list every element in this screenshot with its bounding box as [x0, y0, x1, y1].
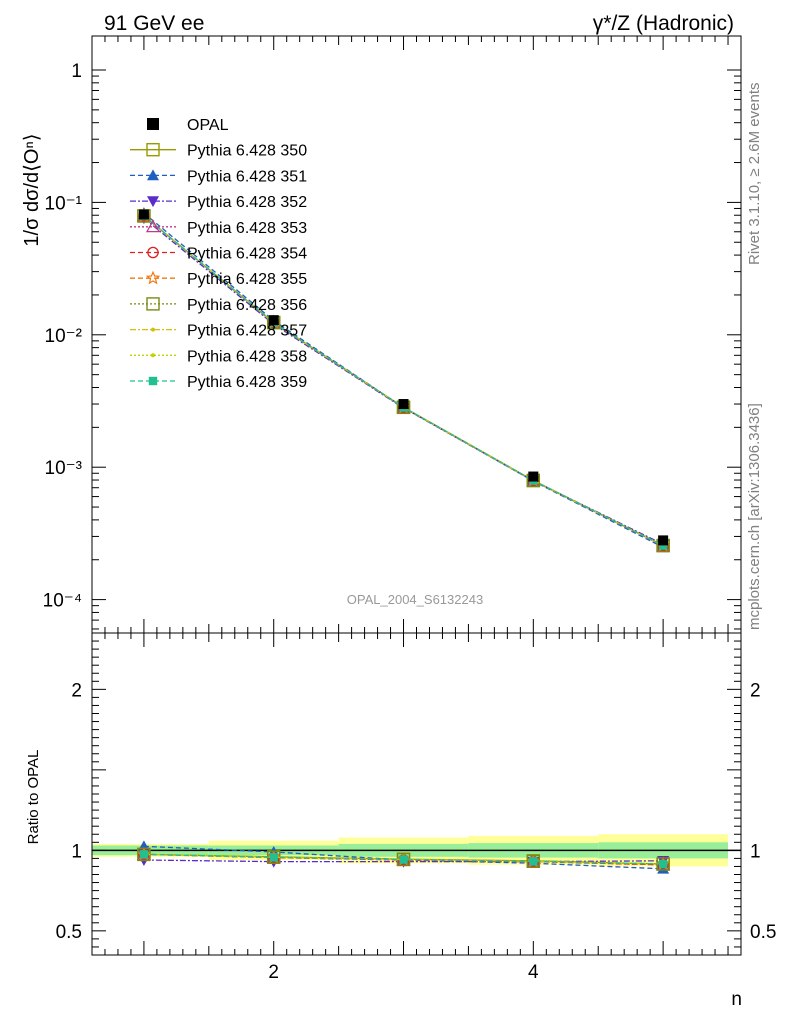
- y-tick-label: 10⁻²: [45, 326, 83, 347]
- legend-label: Pythia 6.428 358: [187, 348, 307, 365]
- legend-marker: [146, 297, 160, 311]
- legend-marker: [147, 246, 159, 259]
- data-point: [528, 471, 539, 482]
- ratio-series-marker: [139, 850, 149, 859]
- legend-marker: [147, 169, 159, 181]
- x-axis-label: n: [731, 989, 742, 1010]
- ratio-y-tick-label-right: 0.5: [750, 922, 776, 943]
- ratio-y-tick-label-right: 1: [750, 841, 761, 862]
- main-plot-panel: 1 10⁻¹ 10⁻² 10⁻³ 10⁻⁴: [43, 35, 742, 647]
- main-series-marker: [658, 541, 668, 550]
- legend: OPAL Pythia 6.428 350 Pythia 6.428 351 Pyth…: [130, 117, 307, 391]
- legend-label: Pythia 6.428 356: [187, 297, 307, 314]
- legend-label: Pythia 6.428 357: [187, 323, 307, 340]
- ratio-plot-panel: 2 4 0.5 0.5 1 1 2 2: [56, 632, 776, 983]
- y-tick-label: 1: [71, 61, 82, 82]
- legend-marker: [147, 196, 159, 208]
- y-tick-label: 10⁻³: [45, 458, 83, 479]
- ratio-series-marker: [657, 862, 670, 874]
- legend-label: Pythia 6.428 354: [187, 246, 307, 263]
- x-tick-label: 2: [268, 962, 279, 983]
- ratio-y-tick-label: 1: [71, 841, 82, 862]
- ratio-plot-frame: [91, 632, 742, 956]
- header-left-label: 91 GeV ee: [104, 12, 204, 35]
- y-tick-label: 10⁻⁴: [43, 591, 82, 612]
- rivet-version-label: Rivet 3.1.10, ≥ 2.6M events: [746, 83, 763, 266]
- legend-label: Pythia 6.428 352: [187, 194, 307, 211]
- data-point: [658, 535, 669, 546]
- ratio-y-axis-label: Ratio to OPAL: [25, 750, 42, 845]
- legend-label: Pythia 6.428 351: [187, 168, 307, 185]
- legend-marker: [145, 219, 161, 233]
- ratio-series-marker: [269, 853, 278, 862]
- legend-label: Pythia 6.428 359: [187, 374, 307, 391]
- legend-marker: [148, 376, 158, 386]
- legend-label: Pythia 6.428 350: [187, 143, 307, 160]
- main-y-axis-label: 1/σ dσ/d⟨Oⁿ⟩: [21, 133, 43, 246]
- ratio-y-tick-label-right: 2: [750, 680, 761, 701]
- legend-marker-data: [147, 118, 159, 130]
- legend-marker: [146, 142, 160, 157]
- data-point: [398, 399, 409, 410]
- legend-marker: [151, 353, 155, 358]
- ratio-series-marker: [529, 857, 538, 866]
- ratio-series-marker: [399, 855, 408, 864]
- ratio-series-line: [143, 859, 664, 863]
- ratio-series-marker: [658, 859, 668, 869]
- mcplots-label: mcplots.cern.ch [arXiv:1306.3436]: [746, 403, 763, 630]
- analysis-watermark: OPAL_2004_S6132243: [347, 592, 483, 607]
- legend-label: Pythia 6.428 353: [187, 220, 307, 237]
- ratio-y-tick-label: 2: [71, 680, 82, 701]
- legend-marker: [151, 327, 155, 332]
- data-point: [268, 315, 279, 326]
- data-point: [138, 209, 149, 220]
- header-right-label: γ*/Z (Hadronic): [593, 12, 734, 35]
- x-tick-label: 4: [528, 962, 539, 983]
- ratio-y-tick-label: 0.5: [56, 922, 82, 943]
- legend-label: OPAL: [187, 117, 229, 134]
- y-tick-label: 10⁻¹: [45, 193, 83, 214]
- legend-label: Pythia 6.428 355: [187, 271, 307, 288]
- legend-marker: [145, 270, 161, 285]
